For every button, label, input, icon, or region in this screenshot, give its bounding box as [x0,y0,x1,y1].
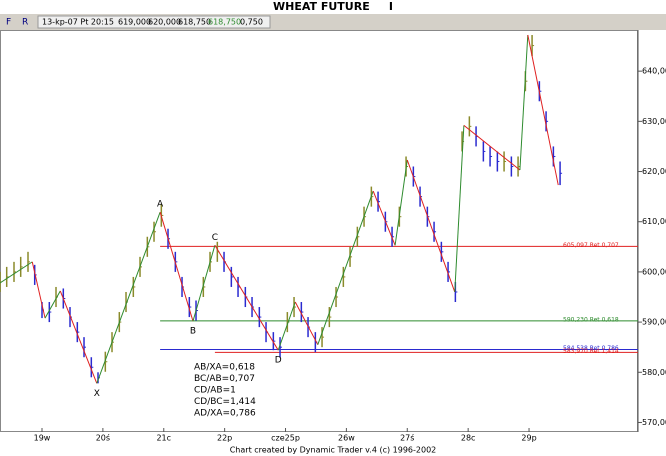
pattern-point-label: X [94,389,100,399]
y-tick-label: 600,000 [642,267,666,276]
level-label: 584,538 Ret 0,786 [563,345,619,352]
swing-line [463,124,521,171]
swing-line [294,301,319,345]
x-tick-label: 22p [217,434,232,443]
swing-line [0,261,33,284]
ratio-label: AB/XA=0,618 [194,363,255,373]
swing-line [192,245,216,322]
swing-line [406,159,456,293]
pattern-point-label: D [275,356,282,366]
x-tick-label: 21c [156,434,171,443]
level-label: 605,097 Ret 0,707 [563,242,619,249]
swing-line [96,212,161,384]
x-tick-label: cze25p [271,434,300,443]
ratio-label: BC/AB=0,707 [194,374,255,384]
x-tick-label: 26w [338,434,355,443]
level-label: 590,230 Ret 0,618 [563,316,619,323]
level-label: 583,970 Ret 1,414 [563,348,619,355]
quote-field: 619,000 [118,18,151,27]
plot-area [0,30,638,432]
title-bar [0,0,666,14]
x-tick-label: 20ś [96,433,110,443]
quote-box [37,15,271,29]
y-tick-label: 620,000 [642,167,666,176]
ratio-label: AD/XA=0,786 [194,409,256,419]
x-tick-label: 19w [34,434,51,443]
y-tick-label: 580,000 [642,368,666,377]
y-tick-label: 610,000 [642,217,666,226]
ratio-label: CD/AB=1 [194,386,236,396]
swing-line [519,34,529,171]
pattern-point-label: A [157,200,164,210]
quote-field: 13-kp-07 Pt 20:15 [42,18,114,27]
footer: Chart created by Dynamic Trader v.4 (c) … [230,446,437,455]
swing-line [214,245,279,351]
pattern-point-label: C [212,233,218,243]
swing-line [527,34,559,186]
x-tick-label: 27ś [400,433,414,443]
swing-line [394,159,408,246]
quote-field: 618,750 [208,18,241,27]
ratio-label: CD/BC=1,414 [194,397,256,407]
swing-line [31,261,46,319]
y-tick-label: 590,000 [642,318,666,327]
swing-line [159,212,194,322]
swing-line [44,290,61,319]
swing-line [317,190,374,345]
swing-line [372,190,396,246]
swing-line [277,301,296,351]
chart-title: WHEAT FUTURE I [273,0,393,13]
pattern-point-label: B [190,327,196,337]
quote-field: 618,750 [178,18,211,27]
quote-field: 0,750 [240,18,263,27]
y-tick-label: 640,000 [642,67,666,76]
toolbar-button[interactable]: R [22,18,28,28]
x-tick-label: 29p [521,434,536,443]
y-tick-label: 630,000 [642,117,666,126]
x-tick-label: 28c [461,434,476,443]
y-tick-label: 570,000 [642,418,666,427]
quote-field: 620,000 [148,18,181,27]
swing-line [59,290,98,384]
swing-line [454,125,465,293]
toolbar-button[interactable]: F [6,18,11,28]
